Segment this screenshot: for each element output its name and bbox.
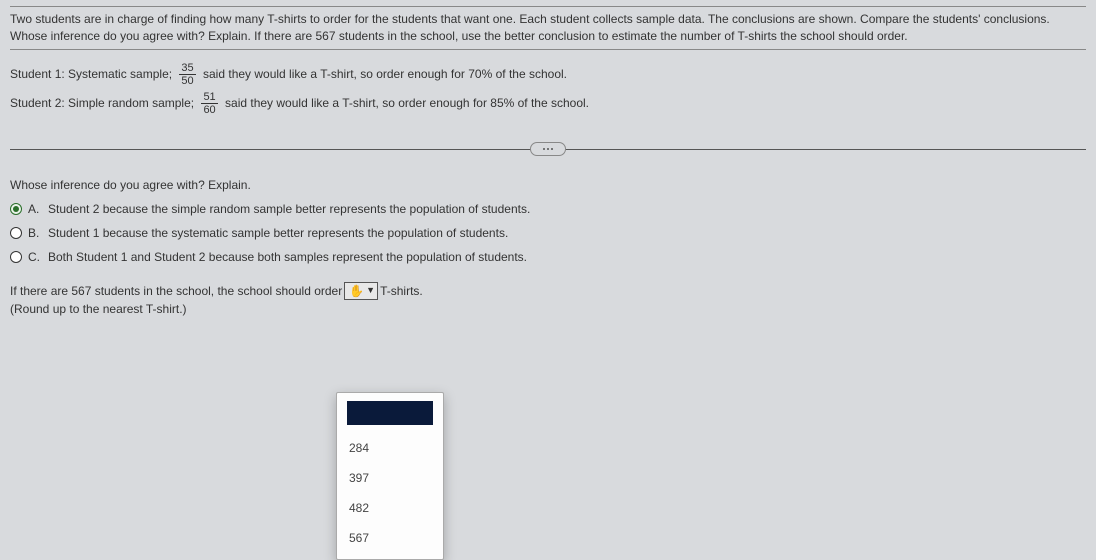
choice-b-text: Student 1 because the systematic sample … — [48, 226, 508, 240]
dropdown-selected-blank[interactable] — [347, 401, 433, 425]
radio-b[interactable] — [10, 227, 22, 239]
choice-a[interactable]: A. Student 2 because the simple random s… — [10, 202, 1086, 216]
fillin-post: T-shirts. — [380, 282, 423, 300]
dropdown-option-397[interactable]: 397 — [347, 463, 433, 493]
sample-1-fraction: 35 50 — [179, 62, 195, 87]
fill-in-block: If there are 567 students in the school,… — [10, 282, 1086, 318]
dropdown-option-284[interactable]: 284 — [347, 433, 433, 463]
choice-a-text: Student 2 because the simple random samp… — [48, 202, 530, 216]
choice-b[interactable]: B. Student 1 because the systematic samp… — [10, 226, 1086, 240]
section-divider — [10, 142, 1086, 156]
chevron-down-icon: ▼ — [366, 284, 375, 298]
choice-c-letter: C. — [28, 250, 42, 264]
radio-a[interactable] — [10, 203, 22, 215]
intro-line-1: Two students are in charge of finding ho… — [10, 11, 1086, 28]
dropdown-option-482[interactable]: 482 — [347, 493, 433, 523]
problem-intro: Two students are in charge of finding ho… — [10, 6, 1086, 50]
tshirt-count-dropdown[interactable]: ✋ ▼ — [344, 282, 378, 300]
fillin-note: (Round up to the nearest T-shirt.) — [10, 300, 1086, 318]
intro-line-2: Whose inference do you agree with? Expla… — [10, 28, 1086, 45]
sample-2-fraction: 51 60 — [201, 91, 217, 116]
sample-2-label: Student 2: Simple random sample; — [10, 96, 197, 110]
sample-1-denominator: 50 — [179, 75, 195, 87]
sample-1-row: Student 1: Systematic sample; 35 50 said… — [10, 62, 1086, 87]
expand-pill[interactable] — [530, 142, 566, 156]
choice-c[interactable]: C. Both Student 1 and Student 2 because … — [10, 250, 1086, 264]
sample-2-numerator: 51 — [201, 91, 217, 104]
sample-data-block: Student 1: Systematic sample; 35 50 said… — [10, 50, 1086, 124]
sample-1-tail: said they would like a T-shirt, so order… — [200, 67, 567, 81]
sample-1-numerator: 35 — [179, 62, 195, 75]
sample-2-row: Student 2: Simple random sample; 51 60 s… — [10, 91, 1086, 116]
sample-2-tail: said they would like a T-shirt, so order… — [222, 96, 589, 110]
choices-group: A. Student 2 because the simple random s… — [10, 202, 1086, 264]
question-prompt: Whose inference do you agree with? Expla… — [10, 178, 1086, 192]
dropdown-option-567[interactable]: 567 — [347, 523, 433, 553]
choice-b-letter: B. — [28, 226, 42, 240]
cursor-icon: ✋ — [349, 285, 364, 297]
fillin-pre: If there are 567 students in the school,… — [10, 282, 342, 300]
choice-a-letter: A. — [28, 202, 42, 216]
sample-2-denominator: 60 — [201, 104, 217, 116]
sample-1-label: Student 1: Systematic sample; — [10, 67, 175, 81]
choice-c-text: Both Student 1 and Student 2 because bot… — [48, 250, 527, 264]
dropdown-panel[interactable]: 284 397 482 567 — [336, 392, 444, 560]
radio-c[interactable] — [10, 251, 22, 263]
